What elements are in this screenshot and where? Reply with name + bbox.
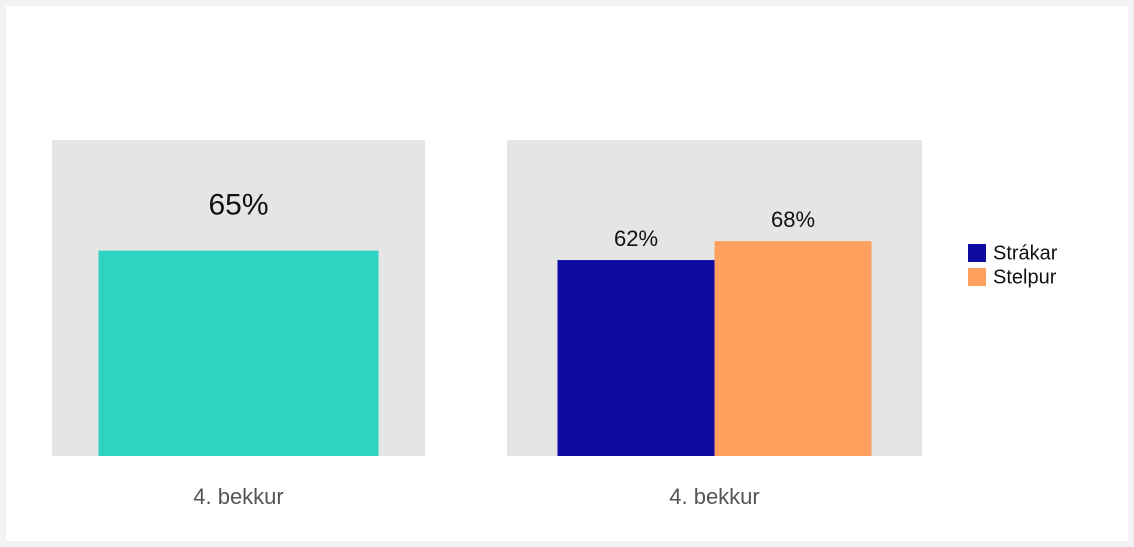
x-tick-label: 4. bekkur bbox=[669, 484, 760, 509]
bar bbox=[98, 250, 379, 456]
value-label: 65% bbox=[208, 189, 268, 222]
legend-label: Stelpur bbox=[993, 266, 1057, 288]
bar bbox=[557, 260, 715, 456]
x-tick-label: 4. bekkur bbox=[193, 484, 284, 509]
legend-swatch bbox=[968, 268, 986, 286]
bar bbox=[714, 241, 872, 456]
value-label: 68% bbox=[771, 207, 815, 232]
legend-swatch bbox=[968, 244, 986, 262]
value-label: 62% bbox=[614, 226, 658, 251]
legend-label: Strákar bbox=[993, 242, 1058, 264]
